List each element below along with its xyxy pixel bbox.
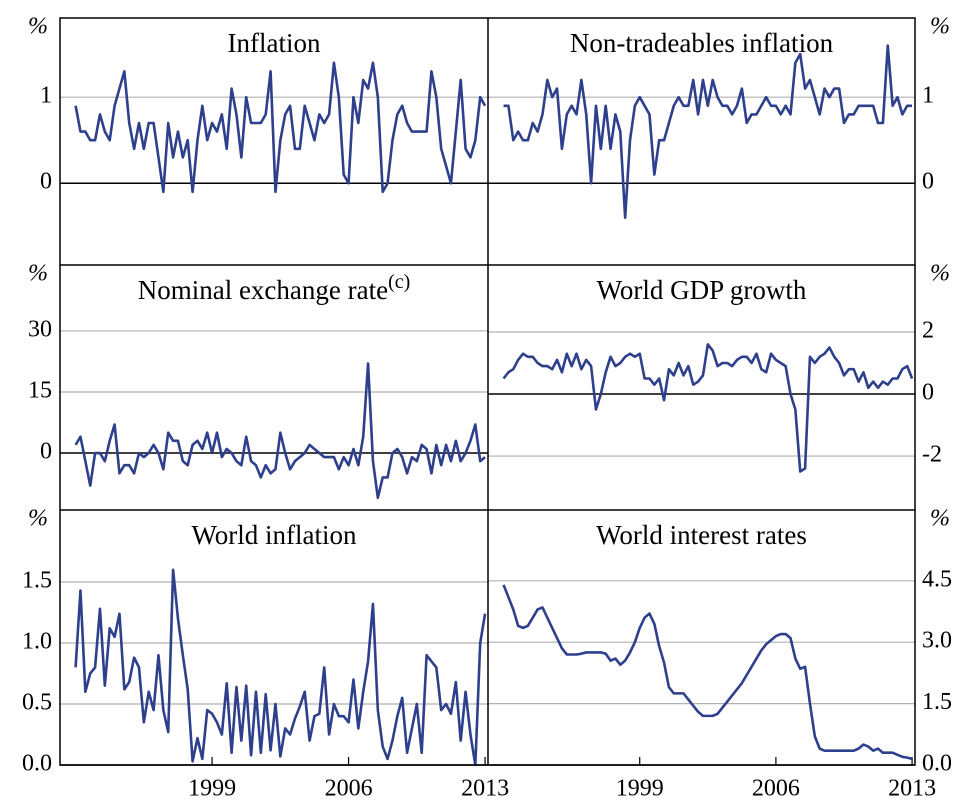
- y-tick-label: 15: [28, 377, 52, 403]
- panel-title: Non-tradeables inflation: [570, 28, 834, 58]
- y-tick-label: 1.5: [922, 689, 952, 715]
- y-tick-label: 1.5: [22, 567, 52, 593]
- title-text: World GDP growth: [597, 275, 807, 305]
- y-unit-label: %: [930, 261, 950, 287]
- panel-title: Inflation: [228, 28, 321, 58]
- title-text: World interest rates: [596, 520, 807, 550]
- y-tick-label: 0.0: [922, 751, 952, 777]
- series-line: [503, 44, 913, 219]
- panel-title: World GDP growth: [597, 275, 807, 305]
- y-tick-label: 1.0: [22, 628, 52, 654]
- series-line: [74, 61, 487, 194]
- y-tick-label: 0: [922, 169, 934, 195]
- x-tick-label: 1999: [188, 776, 236, 802]
- y-unit-label: %: [930, 14, 950, 40]
- title-text: Inflation: [228, 28, 321, 58]
- title-text: Non-tradeables inflation: [570, 28, 834, 58]
- y-tick-label: 0: [922, 380, 934, 406]
- line-layer: [74, 44, 914, 767]
- y-unit-label: %: [28, 14, 48, 40]
- y-tick-label: 3.0: [922, 628, 952, 654]
- panel-title: World interest rates: [596, 520, 807, 550]
- series-line: [502, 343, 914, 473]
- y-tick-label: 4.5: [922, 566, 952, 592]
- x-tick-label: 2013: [888, 776, 936, 802]
- y-tick-label: 1: [40, 83, 52, 109]
- series-line: [74, 568, 487, 767]
- x-tick-label: 1999: [616, 776, 664, 802]
- y-tick-label: 1: [922, 83, 934, 109]
- panel-title: Nominal exchange rate(c): [138, 271, 411, 306]
- y-tick-label: 0.5: [22, 689, 52, 715]
- title-superscript: (c): [388, 271, 410, 293]
- y-unit-label: %: [28, 506, 48, 532]
- y-tick-label: 0: [40, 439, 52, 465]
- text-layer: 0 1% Inflation 0 1% Non-tradeables inflation 0…: [22, 14, 952, 802]
- x-tick-label: 2013: [461, 776, 509, 802]
- title-text: Nominal exchange rate: [138, 275, 388, 305]
- y-tick-label: 2: [922, 317, 934, 343]
- title-text: World inflation: [191, 520, 357, 550]
- y-tick-label: -2: [922, 442, 942, 468]
- y-unit-label: %: [930, 506, 950, 532]
- series-line: [74, 362, 486, 500]
- panel-title: World inflation: [191, 520, 357, 550]
- y-unit-label: %: [28, 261, 48, 287]
- y-tick-label: 30: [28, 316, 52, 342]
- series-line: [502, 584, 913, 761]
- y-tick-label: 0.0: [22, 751, 52, 777]
- x-tick-label: 2006: [325, 776, 373, 802]
- x-tick-label: 2006: [752, 776, 800, 802]
- y-tick-label: 0: [40, 169, 52, 195]
